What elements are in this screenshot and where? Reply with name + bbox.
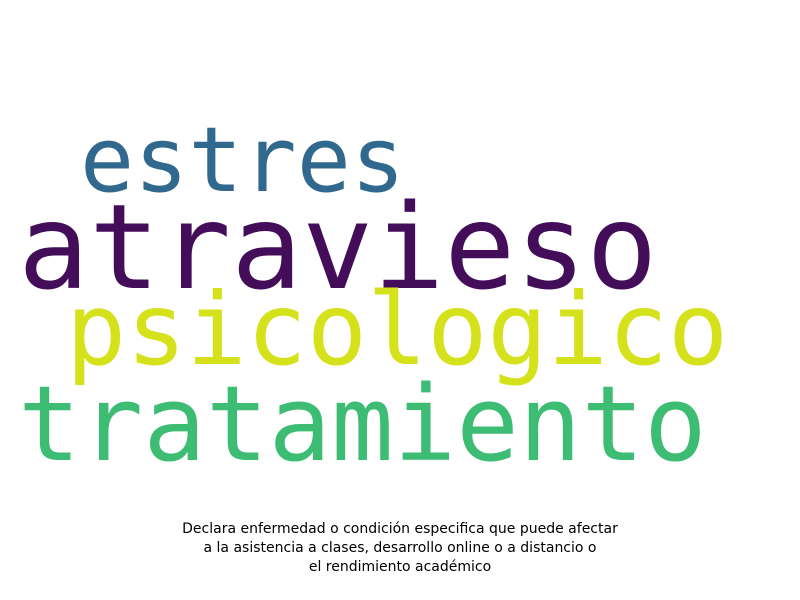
caption-line-1: Declara enfermedad o condición especific… xyxy=(182,521,618,537)
word-psicologico: psicologico xyxy=(66,271,729,388)
caption-line-3: el rendimiento académico xyxy=(308,559,492,575)
figure-caption: Declara enfermedad o condición especific… xyxy=(0,520,800,577)
word-tratamiento: tratamiento xyxy=(18,363,707,485)
word-estres: estres xyxy=(80,108,406,213)
word-atravieso: atravieso xyxy=(18,178,658,316)
caption-line-2: a la asistencia a clases, desarrollo onl… xyxy=(203,540,597,556)
